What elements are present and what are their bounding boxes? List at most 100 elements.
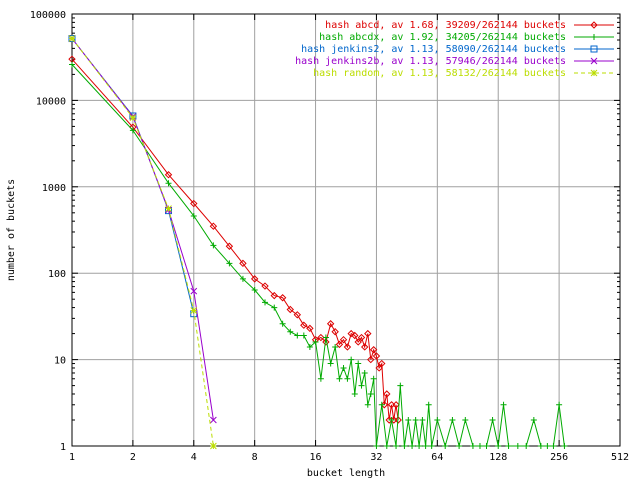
data-point	[262, 299, 269, 306]
x-tick-label: 4	[191, 452, 197, 463]
data-point	[210, 442, 217, 450]
data-point	[393, 443, 400, 449]
data-point	[372, 352, 381, 360]
data-point	[286, 305, 294, 314]
legend-label: hash random, av 1.13, 58132/262144 bucke…	[313, 68, 566, 79]
series-1	[69, 61, 568, 449]
data-point	[373, 443, 380, 449]
data-point	[306, 343, 313, 350]
data-point	[530, 416, 537, 423]
data-point	[322, 338, 330, 346]
data-point	[394, 416, 402, 424]
legend: hash abcd, av 1.68, 39209/262144 buckets…	[295, 20, 614, 79]
data-point	[279, 320, 286, 327]
data-point	[392, 401, 400, 409]
data-point	[428, 443, 435, 449]
data-point	[590, 21, 598, 29]
data-point	[294, 332, 301, 339]
data-point	[293, 311, 302, 319]
data-series	[68, 35, 568, 450]
data-point	[383, 390, 391, 398]
data-point	[500, 401, 507, 408]
data-point	[300, 332, 307, 339]
data-point	[357, 333, 366, 342]
plot-frame	[71, 13, 621, 447]
series-0	[68, 55, 402, 424]
data-point	[537, 443, 544, 449]
data-point	[340, 364, 347, 371]
data-point	[370, 375, 377, 382]
data-point	[335, 340, 344, 349]
data-point	[489, 416, 496, 423]
data-point	[331, 328, 339, 336]
data-point	[348, 356, 355, 363]
x-tick-label: 32	[370, 452, 382, 463]
data-point	[164, 171, 173, 179]
data-point	[425, 401, 432, 408]
data-point	[351, 331, 359, 340]
data-point	[190, 212, 197, 219]
data-point	[312, 338, 319, 345]
data-point	[364, 329, 372, 338]
y-tick-label: 1	[60, 442, 66, 453]
x-tick-label: 16	[310, 452, 322, 463]
data-point	[226, 260, 233, 267]
data-point	[300, 321, 308, 329]
data-point	[561, 443, 568, 449]
data-point	[68, 35, 76, 42]
data-point	[483, 443, 490, 449]
data-point	[462, 416, 469, 423]
legend-label: hash abcdx, av 1.92, 34205/262144 bucket…	[319, 32, 566, 43]
data-point	[343, 343, 352, 351]
x-tick-label: 64	[431, 452, 443, 463]
data-point	[397, 382, 404, 389]
data-point	[364, 401, 371, 408]
x-tick-label: 128	[489, 452, 507, 463]
series-4	[68, 35, 217, 450]
data-point	[261, 282, 269, 290]
data-point	[361, 343, 369, 351]
y-tick-label: 10	[54, 356, 66, 367]
data-point	[354, 338, 362, 346]
x-tick-label: 512	[611, 452, 629, 463]
data-point	[383, 443, 390, 449]
series-line	[71, 38, 214, 421]
data-point	[209, 222, 218, 230]
data-point	[401, 443, 408, 449]
data-point	[523, 443, 530, 449]
data-point	[322, 334, 329, 341]
data-point	[434, 416, 441, 423]
data-point	[449, 416, 456, 423]
data-point	[378, 359, 386, 368]
data-point	[409, 443, 416, 449]
data-point	[476, 443, 483, 449]
data-point	[344, 375, 351, 382]
data-point	[514, 443, 521, 449]
data-point	[210, 416, 217, 424]
data-point	[544, 443, 551, 449]
data-point	[69, 61, 75, 68]
data-point	[239, 275, 246, 282]
data-point	[239, 259, 247, 268]
data-point	[339, 335, 348, 344]
data-point	[591, 34, 597, 40]
data-point	[271, 304, 278, 311]
x-tick-label: 1	[69, 452, 75, 463]
data-point	[250, 275, 259, 283]
data-point	[361, 369, 368, 376]
data-point	[367, 355, 375, 364]
x-tick-label: 2	[130, 452, 136, 463]
x-tick-label: 256	[550, 452, 568, 463]
data-point	[326, 320, 335, 328]
data-point	[590, 69, 598, 77]
x-tick-label: 8	[252, 452, 258, 463]
series-line	[71, 58, 399, 421]
data-point	[190, 307, 198, 314]
data-point	[369, 346, 378, 354]
y-tick-label: 100000	[30, 10, 66, 21]
data-point	[165, 180, 172, 187]
data-point	[550, 443, 557, 449]
data-point	[556, 401, 563, 408]
data-point	[225, 242, 234, 250]
